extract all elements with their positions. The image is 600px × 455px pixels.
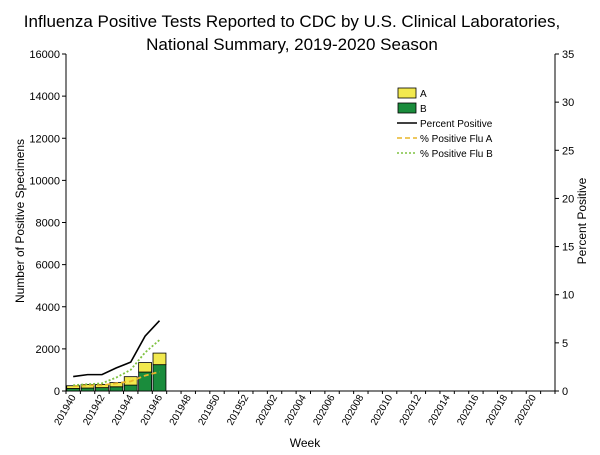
y-tick-label: 4000 <box>36 302 60 314</box>
bar-B-201944 <box>123 384 138 392</box>
series-line-1 <box>73 370 160 388</box>
bar-A-201941 <box>80 384 95 389</box>
legend-label: Percent Positive <box>420 119 493 130</box>
x-tick-label: 202020 <box>513 393 539 428</box>
x-tick-label: 202018 <box>484 393 510 428</box>
y2-tick-label: 30 <box>562 97 574 109</box>
y-tick-label: 16000 <box>29 49 60 61</box>
y2-tick-label: 5 <box>562 338 568 350</box>
x-tick-label: 201950 <box>196 393 222 428</box>
y2-tick-label: 35 <box>562 49 574 61</box>
legend-swatch-A <box>397 87 417 99</box>
x-axis-label: Week <box>290 436 321 450</box>
legend-swatch-B <box>397 102 417 114</box>
x-tick-label: 202016 <box>455 393 481 428</box>
y-tick-label: 10000 <box>29 175 60 187</box>
x-tick-label: 202010 <box>369 393 395 428</box>
chart-subtitle: National Summary, 2019-2020 Season <box>146 35 438 54</box>
bar-B-201941 <box>80 387 95 392</box>
x-tick-label: 202014 <box>427 393 453 428</box>
legend-label: % Positive Flu B <box>420 149 493 160</box>
y-axis-label: Number of Positive Specimens <box>13 139 27 303</box>
x-tick-label: 202004 <box>283 393 309 428</box>
legend-label: A <box>420 89 427 100</box>
y-tick-label: 12000 <box>29 133 60 145</box>
chart-title: Influenza Positive Tests Reported to CDC… <box>24 12 560 31</box>
y-tick-label: 0 <box>54 386 60 398</box>
y-tick-label: 2000 <box>36 344 60 356</box>
bar-A-201946 <box>152 352 167 366</box>
series-line-2 <box>73 339 161 387</box>
y2-axis-label: Percent Positive <box>575 177 589 264</box>
y-tick-label: 8000 <box>36 218 60 230</box>
bar-B-201942 <box>95 387 109 392</box>
bar-B-201946 <box>152 364 167 392</box>
y2-tick-label: 25 <box>562 145 574 157</box>
y2-tick-label: 15 <box>562 242 574 254</box>
x-tick-label: 201946 <box>139 393 165 428</box>
x-tick-label: 202006 <box>311 393 337 428</box>
x-tick-label: 202012 <box>398 393 424 428</box>
x-tick-label: 201952 <box>225 393 251 428</box>
x-tick-label: 202008 <box>340 393 366 428</box>
y2-tick-label: 10 <box>562 290 574 302</box>
y2-tick-label: 20 <box>562 193 574 205</box>
legend-label: B <box>420 104 427 115</box>
x-tick-label: 202002 <box>254 393 280 428</box>
x-tick-label: 201944 <box>110 393 136 428</box>
legend-label: % Positive Flu A <box>420 134 493 145</box>
series-line-0 <box>73 320 161 378</box>
y2-tick-label: 0 <box>562 386 568 398</box>
bar-A-201945 <box>138 362 152 373</box>
y-tick-label: 14000 <box>29 91 60 103</box>
x-tick-label: 201942 <box>81 393 107 428</box>
bar-B-201943 <box>109 386 124 392</box>
y-tick-label: 6000 <box>36 260 60 272</box>
x-tick-label: 201948 <box>168 393 194 428</box>
